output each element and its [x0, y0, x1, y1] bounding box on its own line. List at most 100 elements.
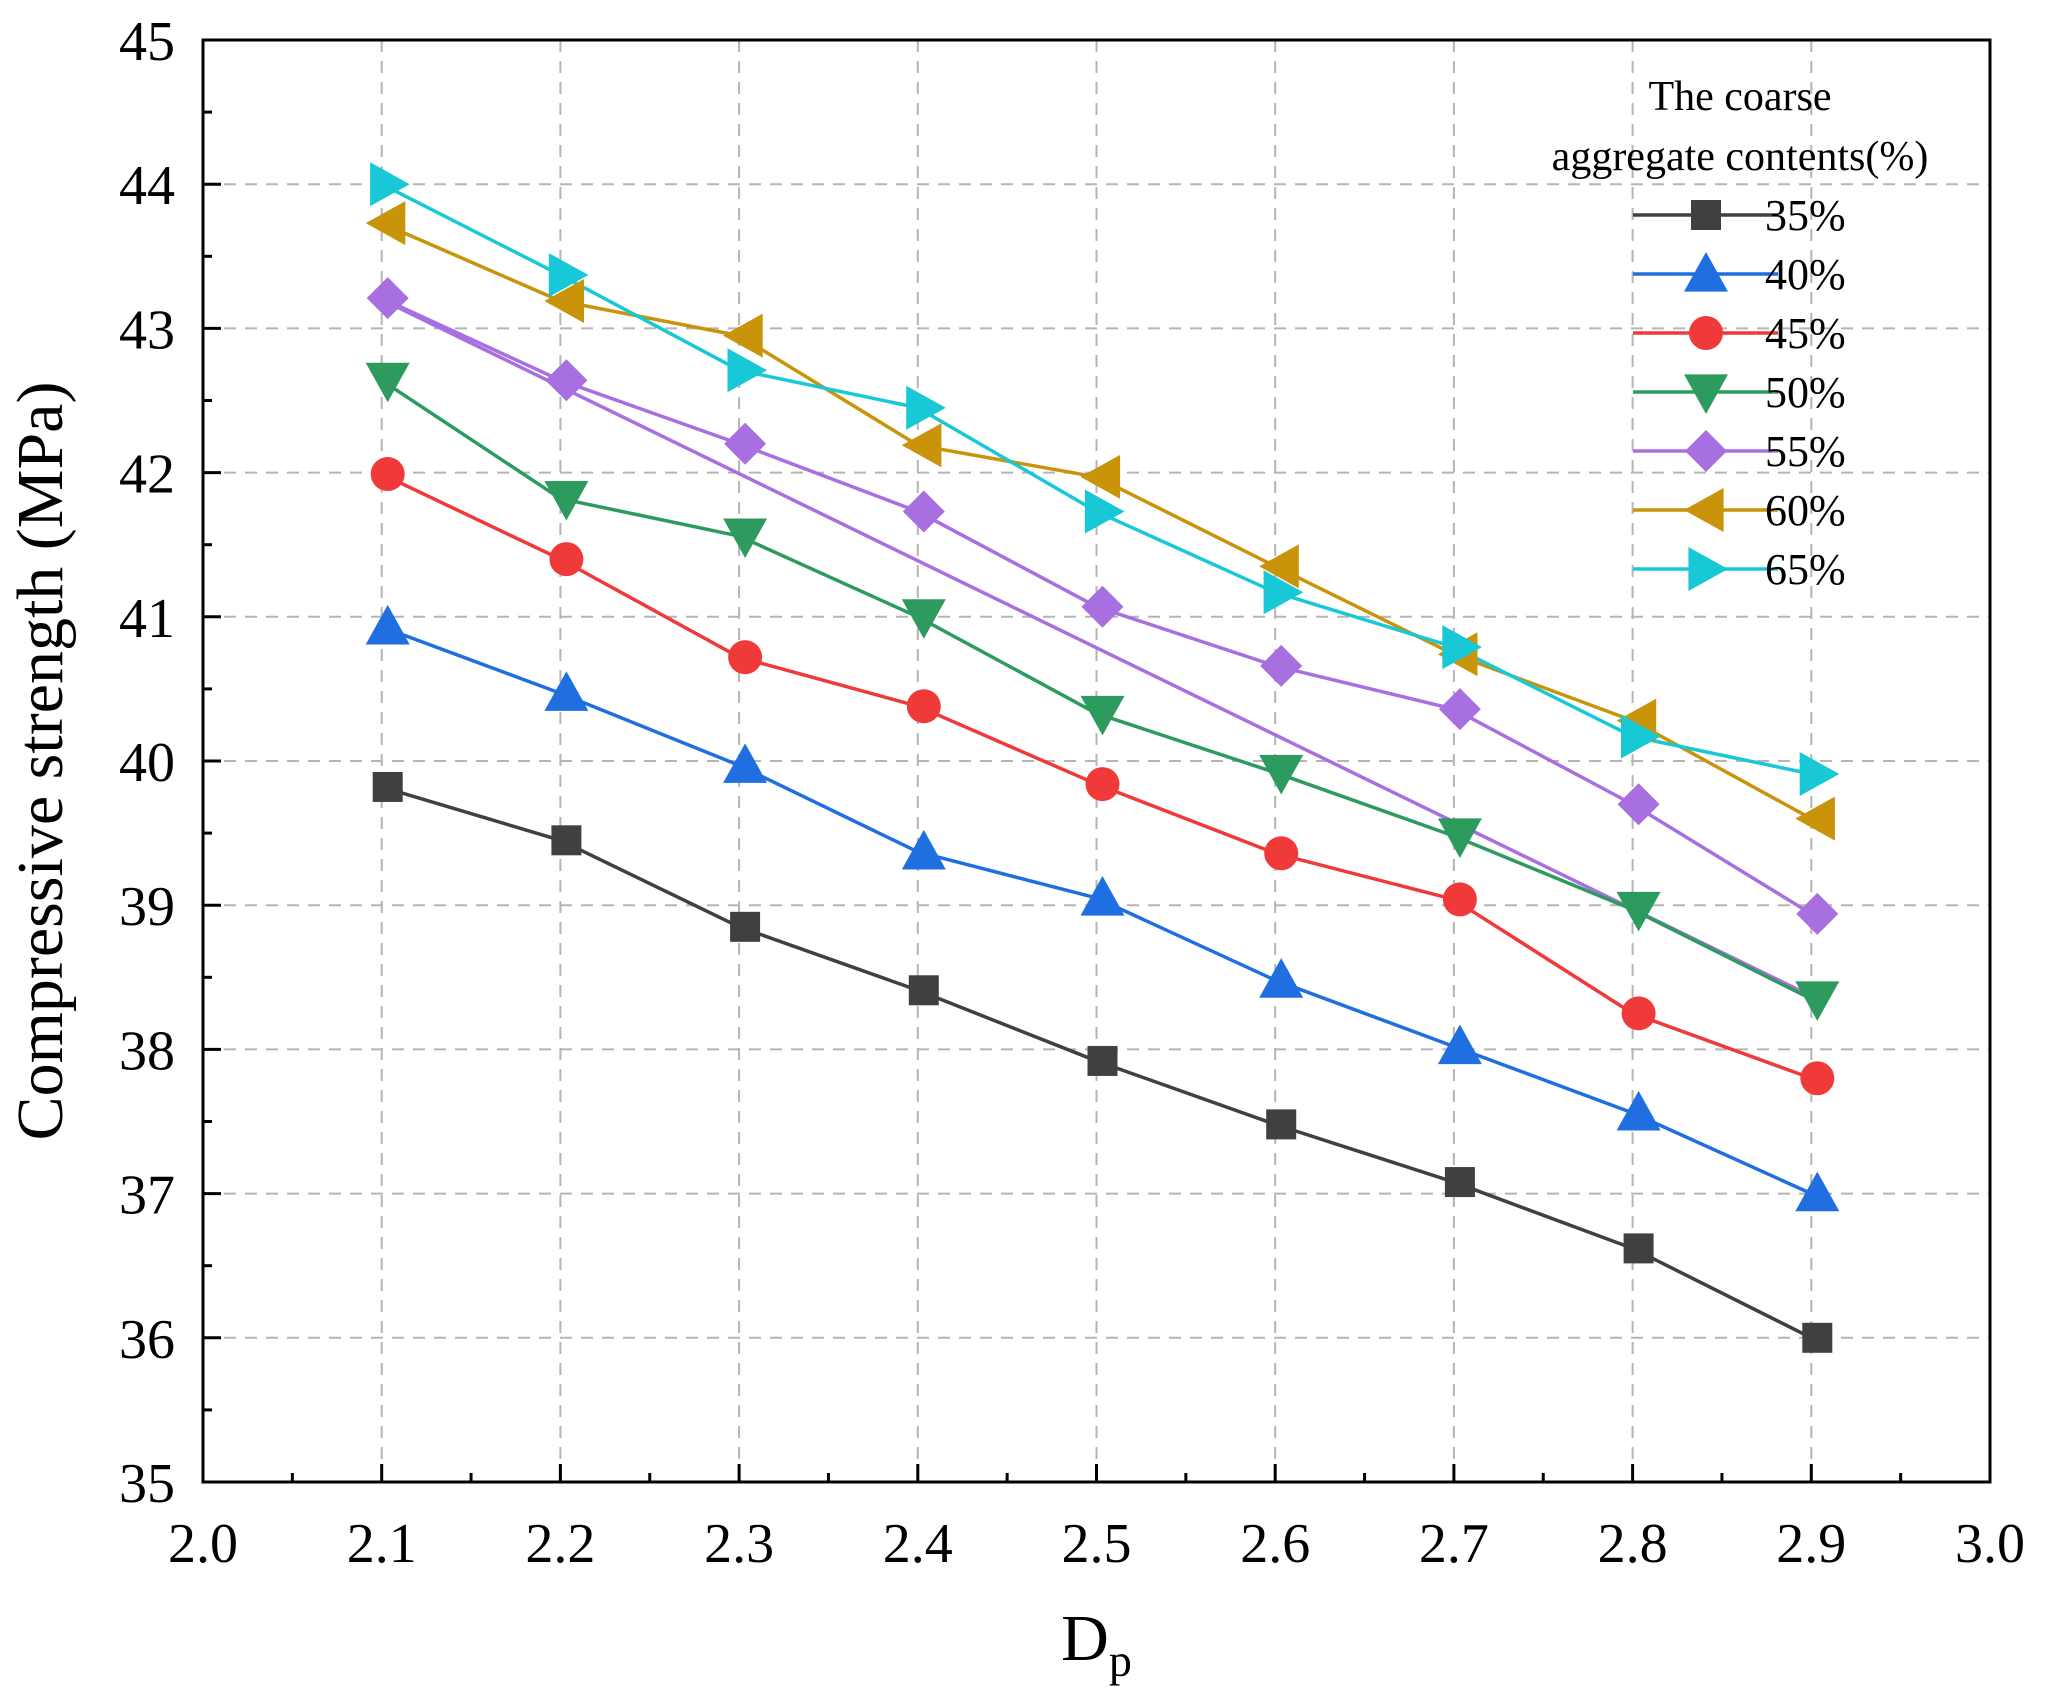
data-point-40 [1795, 1171, 1840, 1212]
data-point-65 [1442, 625, 1482, 670]
data-point-50 [1795, 981, 1840, 1021]
legend-label-65: 65% [1765, 545, 1846, 594]
legend-label-40: 40% [1765, 250, 1846, 299]
data-point-50 [1080, 695, 1125, 736]
data-point-65 [727, 348, 768, 393]
legend-marker-45 [1689, 316, 1723, 350]
x-axis-title-subscript: p [1109, 1635, 1132, 1686]
y-tick-label: 38 [119, 1020, 175, 1082]
data-point-60 [723, 313, 763, 358]
data-point-35 [1444, 1167, 1475, 1198]
x-tick-label: 2.0 [168, 1513, 238, 1575]
data-point-65 [1621, 714, 1661, 759]
data-point-45 [370, 457, 405, 492]
y-tick-label: 43 [119, 299, 175, 361]
legend-marker-40 [1684, 252, 1728, 292]
data-point-60 [365, 201, 406, 246]
legend-items: 35% 40% 45% 50% 55% 60% 65% [1633, 191, 1846, 594]
data-point-40 [723, 743, 768, 783]
legend-marker-60 [1684, 488, 1724, 532]
legend-title-line-1: The coarse [1648, 74, 1831, 120]
data-point-55 [1081, 585, 1124, 628]
legend-marker-50 [1684, 374, 1728, 414]
data-point-40 [365, 604, 410, 645]
marker-layer [365, 162, 1840, 1353]
trend-line [380, 297, 1813, 998]
data-point-60 [901, 423, 942, 468]
data-point-65 [548, 253, 589, 298]
y-tick-label: 40 [119, 732, 175, 794]
data-point-50 [723, 518, 768, 559]
data-point-50 [1616, 891, 1661, 932]
data-point-40 [1259, 958, 1304, 998]
data-point-60 [1259, 544, 1299, 589]
legend: The coarse aggregate contents(%) 35% 40% 4… [1552, 74, 1929, 594]
data-point-55 [545, 359, 588, 402]
legend-label-35: 35% [1765, 191, 1846, 240]
data-point-40 [1080, 875, 1125, 916]
x-axis-title: Dp [1061, 1602, 1132, 1686]
data-point-55 [1617, 783, 1660, 826]
data-point-35 [730, 911, 761, 942]
legend-marker-65 [1688, 547, 1728, 591]
data-point-45 [728, 640, 763, 675]
data-point-45 [1442, 882, 1477, 917]
data-point-55 [724, 422, 767, 465]
x-axis-title-main: D [1061, 1602, 1109, 1675]
x-tick-label: 2.3 [704, 1513, 774, 1575]
x-tick-label: 2.6 [1240, 1513, 1310, 1575]
data-point-65 [906, 385, 946, 430]
data-point-45 [1621, 996, 1656, 1031]
data-point-60 [544, 279, 584, 324]
data-point-60 [1080, 454, 1121, 499]
data-point-35 [1087, 1045, 1118, 1076]
data-point-40 [544, 671, 589, 711]
legend-label-55: 55% [1765, 427, 1846, 476]
x-tick-label: 2.8 [1598, 1513, 1668, 1575]
x-tick-label: 2.9 [1776, 1513, 1846, 1575]
data-point-35 [1266, 1109, 1297, 1140]
data-point-50 [544, 480, 589, 521]
legend-label-45: 45% [1765, 309, 1846, 358]
data-point-35 [1623, 1233, 1654, 1264]
data-point-45 [1264, 836, 1299, 871]
data-point-55 [1438, 688, 1481, 731]
data-point-55 [1260, 644, 1303, 687]
y-tick-labels: 35 36 37 38 39 40 41 42 43 44 45 [119, 11, 175, 1515]
plot-frame [201, 38, 1992, 1484]
data-point-45 [1085, 767, 1120, 802]
legend-marker-35 [1691, 200, 1721, 230]
y-tick-label: 37 [119, 1165, 175, 1227]
data-point-40 [1616, 1090, 1661, 1131]
x-tick-label: 2.1 [347, 1513, 417, 1575]
data-point-65 [1084, 489, 1125, 534]
data-point-65 [1799, 751, 1840, 796]
y-tick-label: 35 [119, 1453, 175, 1515]
data-point-50 [901, 599, 946, 639]
data-point-40 [1437, 1024, 1482, 1065]
y-axis-title: Compressive strength (MPa) [4, 382, 77, 1141]
legend-marker-55 [1685, 430, 1727, 472]
x-tick-label: 2.4 [883, 1513, 953, 1575]
grid-layer [203, 40, 1990, 1482]
y-tick-label: 36 [119, 1309, 175, 1371]
x-tick-label: 2.5 [1062, 1513, 1132, 1575]
legend-label-50: 50% [1765, 368, 1846, 417]
data-point-50 [1437, 818, 1482, 858]
x-tick-labels: 2.0 2.1 2.2 2.3 2.4 2.5 2.6 2.7 2.8 2.9 3.0 [168, 1513, 2025, 1575]
y-tick-label: 45 [119, 11, 175, 73]
data-point-40 [901, 829, 946, 870]
y-tick-label: 44 [119, 155, 175, 217]
data-point-55 [902, 490, 945, 533]
x-tick-label: 2.2 [525, 1513, 595, 1575]
data-point-35 [908, 975, 939, 1006]
data-point-50 [365, 362, 410, 403]
data-point-65 [370, 162, 410, 207]
x-tick-label: 2.7 [1419, 1513, 1489, 1575]
data-point-35 [551, 825, 582, 856]
legend-label-60: 60% [1765, 486, 1846, 535]
data-point-50 [1259, 754, 1304, 795]
data-point-65 [1263, 570, 1304, 615]
data-point-55 [1796, 892, 1839, 935]
